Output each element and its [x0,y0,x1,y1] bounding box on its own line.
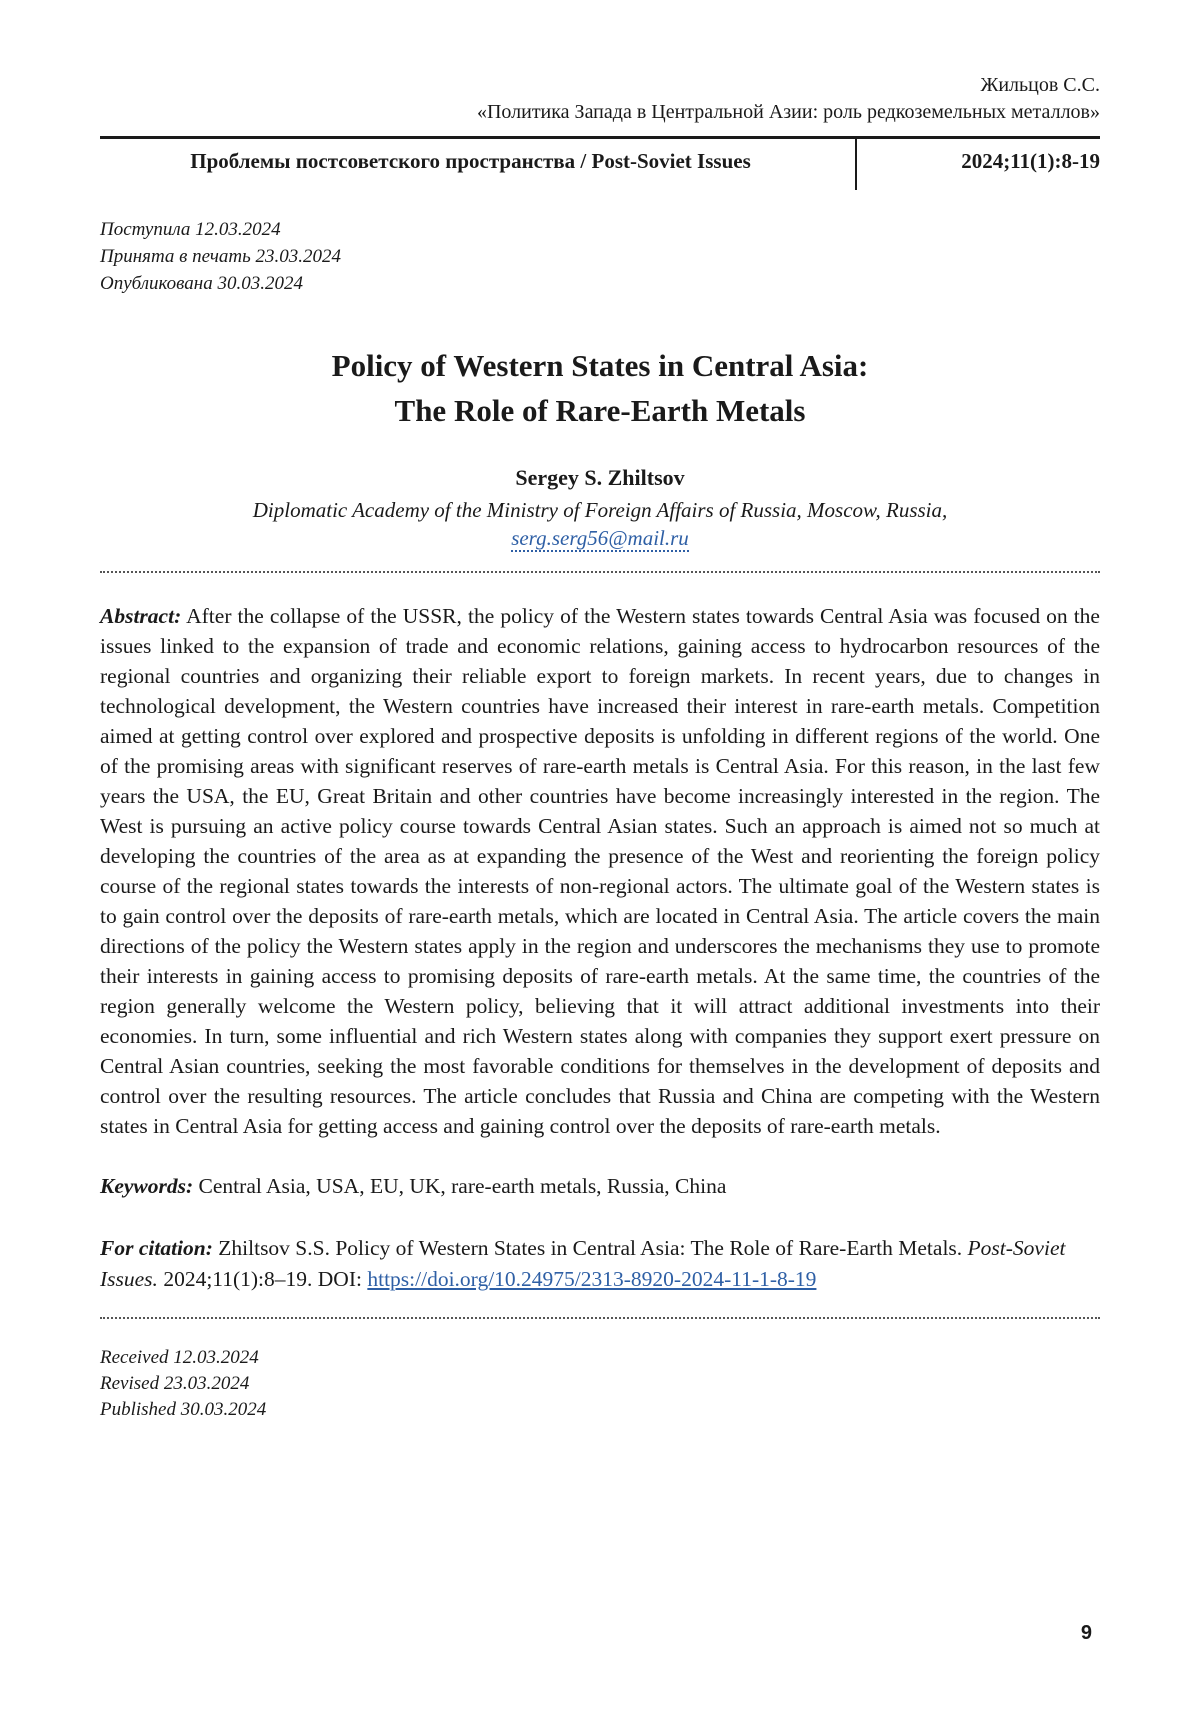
citation-text-1: Zhiltsov S.S. Policy of Western States i… [218,1236,963,1260]
author-email-row: serg.serg56@mail.ru [100,526,1100,552]
citation-paragraph: For citation: Zhiltsov S.S. Policy of We… [100,1233,1100,1295]
running-head: Жильцов С.С. «Политика Запада в Централь… [100,72,1100,126]
citation-text-2: 2024;11(1):8–19. DOI: [163,1267,362,1291]
journal-header-bar: Проблемы постсоветского пространства / P… [100,136,1100,190]
divider-bottom [100,1317,1100,1319]
article-title: Policy of Western States in Central Asia… [100,343,1100,433]
article-title-line1: Policy of Western States in Central Asia… [331,348,869,383]
citation-journal-name: Post-Soviet Issues. [100,1236,1066,1291]
journal-title: Проблемы постсоветского пространства / P… [100,139,857,190]
author-affiliation: Diplomatic Academy of the Ministry of Fo… [252,498,948,522]
citation-label: For citation: [100,1236,213,1260]
issue-info: 2024;11(1):8-19 [961,149,1100,173]
submission-dates-ru: Поступила 12.03.2024 Принята в печать 23… [100,216,1100,297]
date-received-ru: Поступила 12.03.2024 [100,219,281,240]
abstract-text: After the collapse of the USSR, the poli… [100,604,1100,1138]
date-accepted-ru: Принята в печать 23.03.2024 [100,246,342,267]
running-head-author: Жильцов С.С. [980,74,1100,96]
date-published-ru: Опубликована 30.03.2024 [100,273,303,294]
keywords-label: Keywords: [100,1174,194,1198]
keywords-paragraph: Keywords: Central Asia, USA, EU, UK, rar… [100,1171,1100,1201]
keywords-text: Central Asia, USA, EU, UK, rare-earth me… [198,1174,727,1198]
author-name: Sergey S. Zhiltsov [515,465,685,490]
divider-top [100,571,1100,573]
doi-link[interactable]: https://doi.org/10.24975/2313-8920-2024-… [367,1267,817,1291]
date-published-en: Published 30.03.2024 [100,1399,267,1420]
date-received-en: Received 12.03.2024 [100,1347,259,1368]
submission-dates-en: Received 12.03.2024 Revised 23.03.2024 P… [100,1345,1100,1423]
abstract-paragraph: Abstract: After the collapse of the USSR… [100,601,1100,1141]
running-head-title: «Политика Запада в Центральной Азии: рол… [476,101,1100,123]
abstract-label: Abstract: [100,604,182,628]
date-revised-en: Revised 23.03.2024 [100,1373,250,1394]
article-title-line2: The Role of Rare-Earth Metals [394,393,806,428]
author-email-link[interactable]: serg.serg56@mail.ru [511,526,689,552]
page-number: 9 [1080,1622,1092,1644]
